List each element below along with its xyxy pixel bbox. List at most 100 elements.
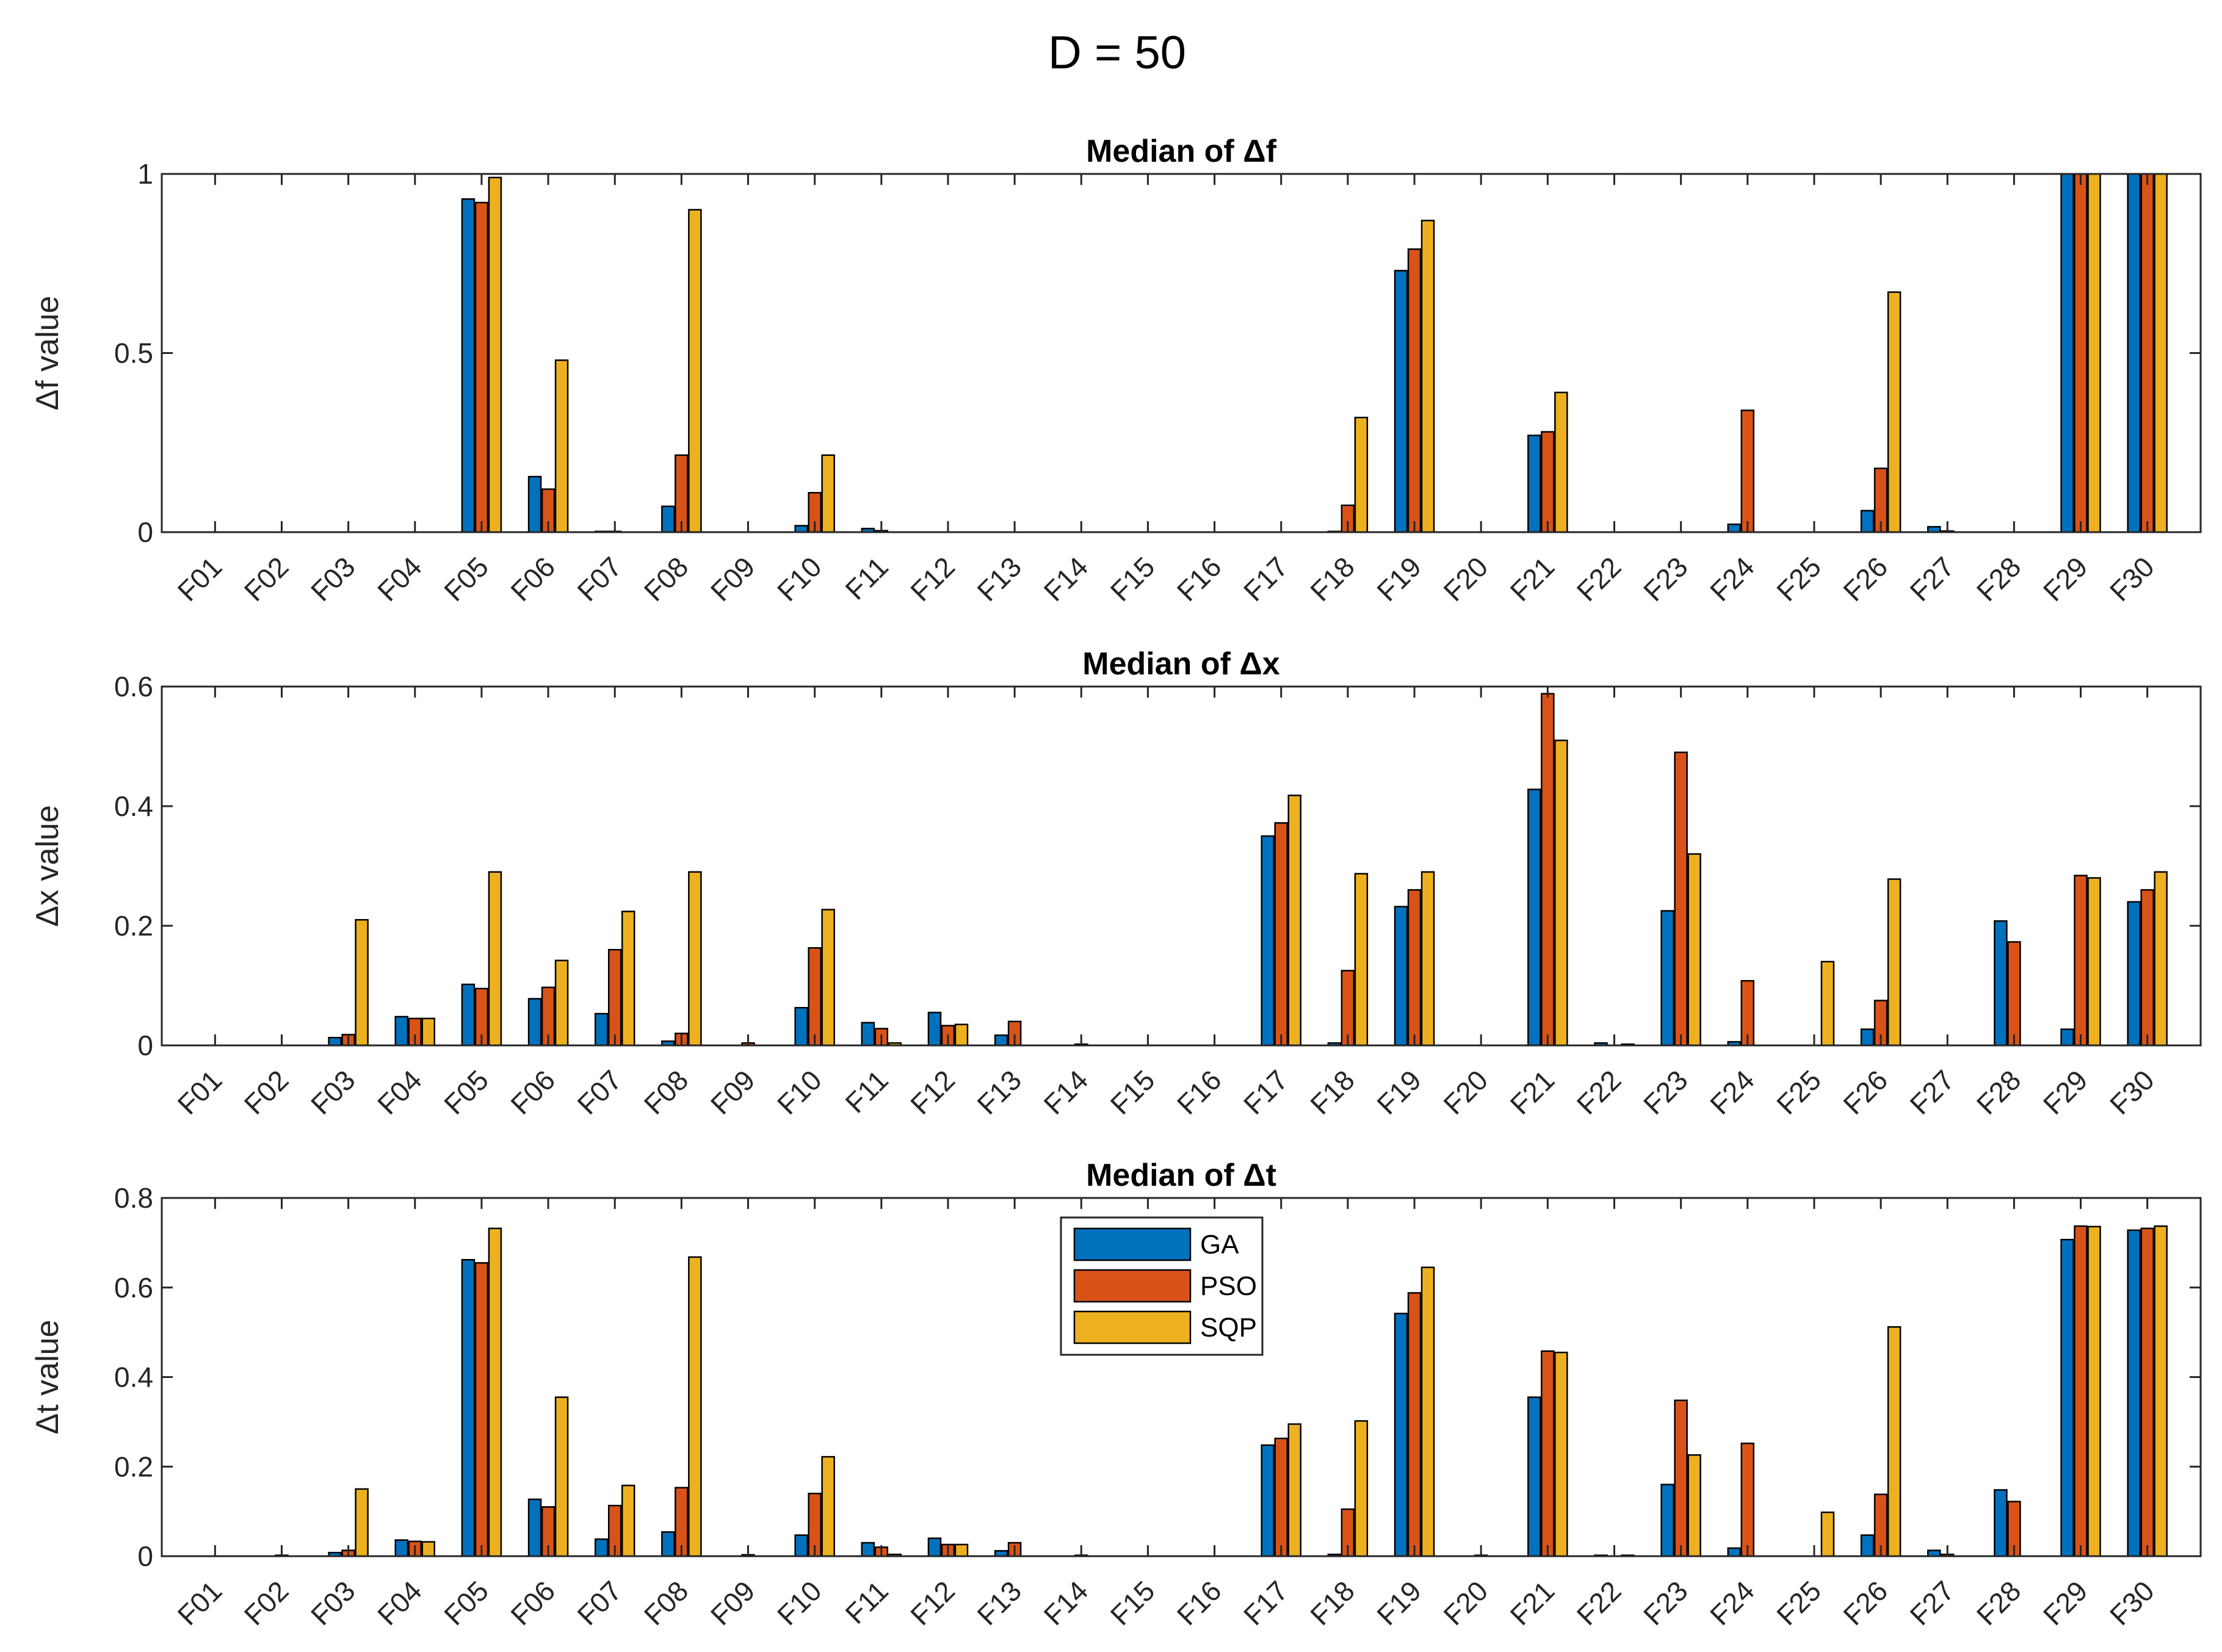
bar-pso-f21 [1541, 1350, 1555, 1557]
bar-ga-f21 [1527, 435, 1541, 533]
bar-ga-f30 [2127, 1229, 2141, 1557]
bar-pso-f21 [1541, 431, 1555, 533]
bar-ga-f08 [661, 1531, 675, 1557]
bar-pso-f30 [2140, 1227, 2154, 1557]
bar-pso-f30 [2140, 173, 2154, 533]
bar-ga-f26 [1860, 1534, 1875, 1557]
bar-ga-f06 [527, 1498, 542, 1557]
bar-ga-f05 [461, 1259, 476, 1557]
bar-sqp-f17 [1287, 795, 1301, 1047]
bar-sqp-f03 [355, 918, 369, 1047]
bar-sqp-f10 [821, 909, 835, 1047]
bar-ga-f10 [794, 1007, 808, 1047]
bar-sqp-f18 [1354, 873, 1369, 1047]
bar-sqp-f29 [2087, 1225, 2101, 1557]
bar-ga-f21 [1527, 1396, 1541, 1557]
bar-pso-f07 [607, 948, 622, 1047]
bar-sqp-f26 [1887, 1326, 1902, 1557]
bar-ga-f06 [527, 998, 542, 1047]
y-tick-label: 0 [137, 1540, 153, 1572]
bar-pso-f24 [1740, 1442, 1755, 1557]
y-axis-label: Δx value [30, 805, 65, 927]
y-tick-label: 0.5 [114, 337, 153, 369]
subplot-title: Median of Δt [1086, 1158, 1276, 1193]
bar-ga-f10 [794, 1534, 808, 1557]
y-tick-label: 0.2 [114, 910, 153, 942]
bar-sqp-f18 [1354, 1420, 1369, 1557]
legend-swatch-ga [1073, 1227, 1192, 1261]
bar-pso-f24 [1740, 409, 1755, 533]
bar-ga-f24 [1727, 523, 1742, 533]
bar-ga-f13 [994, 1034, 1008, 1047]
y-tick-label: 1 [137, 158, 153, 190]
legend-label-pso: PSO [1200, 1271, 1257, 1301]
bar-pso-f19 [1407, 248, 1422, 533]
figure-title: D = 50 [1048, 27, 1186, 79]
bar-pso-f29 [2074, 173, 2088, 533]
y-tick-label: 0.6 [114, 671, 153, 702]
bar-sqp-f30 [2154, 1225, 2168, 1557]
bar-ga-f26 [1860, 1028, 1875, 1047]
bar-pso-f19 [1407, 889, 1422, 1047]
bar-sqp-f06 [554, 359, 569, 533]
bar-sqp-f26 [1887, 291, 1902, 533]
bar-ga-f30 [2127, 901, 2141, 1047]
bar-sqp-f05 [488, 1227, 502, 1557]
bar-sqp-f23 [1687, 853, 1701, 1047]
bar-sqp-f19 [1420, 871, 1435, 1047]
bar-sqp-f21 [1554, 1351, 1568, 1557]
bar-ga-f08 [661, 505, 675, 533]
bar-pso-f29 [2074, 1225, 2088, 1557]
axes-box [161, 1197, 2202, 1557]
bar-ga-f10 [794, 525, 808, 533]
legend: GA PSO SQP [1060, 1216, 1264, 1356]
bar-sqp-f30 [2154, 173, 2168, 533]
bar-ga-f26 [1860, 510, 1875, 533]
bar-sqp-f29 [2087, 173, 2101, 533]
y-tick-label: 0.2 [114, 1451, 153, 1482]
bar-sqp-f08 [688, 871, 702, 1047]
bar-ga-f12 [927, 1537, 942, 1557]
bar-sqp-f10 [821, 454, 835, 533]
bar-pso-f30 [2140, 889, 2154, 1047]
subplot-title: Median of Δx [1082, 646, 1279, 682]
bar-sqp-f30 [2154, 871, 2168, 1047]
bar-sqp-f08 [688, 209, 702, 533]
y-tick-label: 0 [137, 1030, 153, 1061]
bar-sqp-f26 [1887, 878, 1902, 1047]
subplot-title: Median of Δf [1086, 134, 1276, 169]
bar-ga-f11 [861, 1022, 875, 1047]
axes-box [161, 173, 2202, 533]
bar-pso-f21 [1541, 693, 1555, 1047]
bar-pso-f17 [1274, 822, 1288, 1047]
bar-ga-f19 [1394, 1313, 1408, 1557]
bar-sqp-f07 [621, 911, 635, 1047]
bar-pso-f10 [808, 947, 822, 1047]
bar-sqp-f18 [1354, 416, 1369, 533]
bar-ga-f17 [1261, 1444, 1275, 1557]
bar-pso-f08 [675, 454, 689, 533]
bar-sqp-f06 [554, 1396, 569, 1557]
y-tick-label: 0.4 [114, 1362, 153, 1393]
bar-ga-f29 [2060, 173, 2074, 533]
y-axis-label: Δf value [30, 296, 65, 411]
bar-sqp-f21 [1554, 391, 1568, 533]
y-tick-label: 0.8 [114, 1182, 153, 1214]
bar-sqp-f04 [421, 1017, 436, 1047]
bar-pso-f28 [2007, 941, 2021, 1047]
bar-ga-f07 [594, 1538, 609, 1557]
bar-pso-f23 [1674, 751, 1688, 1047]
bar-sqp-f19 [1420, 220, 1435, 533]
bar-sqp-f12 [954, 1023, 969, 1047]
bar-ga-f04 [394, 1015, 409, 1047]
bar-pso-f19 [1407, 1292, 1422, 1557]
bar-sqp-f05 [488, 176, 502, 533]
bar-sqp-f17 [1287, 1423, 1301, 1557]
bar-ga-f05 [461, 983, 476, 1047]
bar-sqp-f21 [1554, 739, 1568, 1047]
bar-sqp-f23 [1687, 1454, 1701, 1557]
